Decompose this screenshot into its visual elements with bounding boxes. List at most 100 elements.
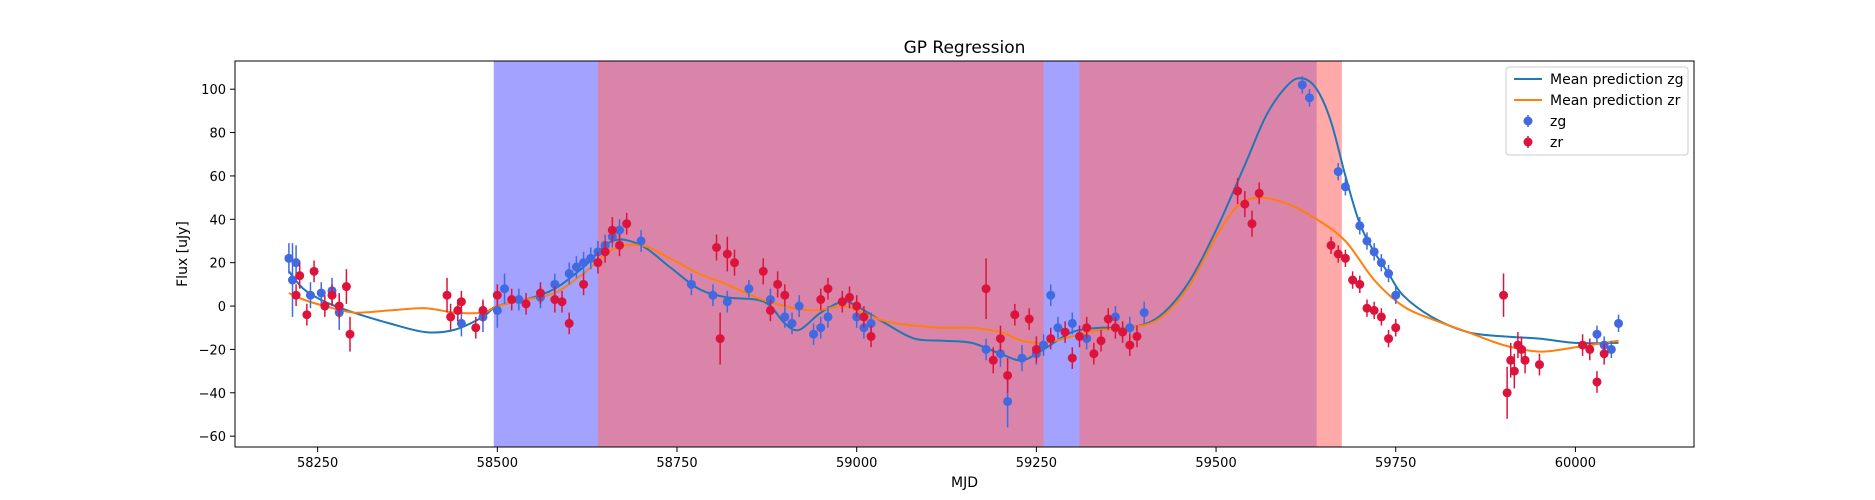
x-tick-label: 59500 xyxy=(1195,456,1236,471)
point-zr xyxy=(456,290,466,313)
point-zr xyxy=(334,293,344,320)
x-tick-label: 59250 xyxy=(1016,456,1057,471)
shaded-region-zr xyxy=(597,61,1044,447)
y-tick-label: 80 xyxy=(209,127,226,142)
point-zr xyxy=(730,249,740,276)
point-zr xyxy=(1118,321,1128,343)
point-zr xyxy=(1096,329,1106,352)
point-zr xyxy=(607,217,617,244)
point-zg xyxy=(1376,254,1386,272)
point-zr xyxy=(1247,210,1257,237)
point-zr xyxy=(1031,336,1041,363)
x-tick-label: 58250 xyxy=(297,456,338,471)
point-zr xyxy=(1340,249,1350,268)
point-zr xyxy=(995,325,1005,352)
legend-item: Mean prediction zg xyxy=(1514,72,1684,88)
point-zr xyxy=(442,277,452,313)
point-zg xyxy=(316,282,326,304)
point-zr xyxy=(837,290,847,313)
point-zr xyxy=(1326,236,1336,254)
point-zg xyxy=(1369,243,1379,261)
legend-item: zg xyxy=(1523,114,1566,130)
point-zr xyxy=(816,288,826,311)
point-zg xyxy=(1614,314,1624,333)
point-zr xyxy=(1082,316,1092,339)
point-zg xyxy=(809,323,819,346)
point-zr xyxy=(1499,273,1509,317)
point-zr xyxy=(446,303,456,330)
point-zr xyxy=(1376,308,1386,326)
point-zr xyxy=(712,234,722,261)
point-zg xyxy=(1384,264,1394,283)
point-zr xyxy=(341,269,351,304)
point-zr xyxy=(302,303,312,326)
point-zg xyxy=(456,310,466,337)
shaded-regions xyxy=(493,61,1342,447)
plot-frame xyxy=(234,60,1695,448)
legend-item: zr xyxy=(1523,135,1563,151)
x-axis-label: MJD xyxy=(951,475,978,491)
point-zg xyxy=(287,243,297,317)
point-zg xyxy=(571,256,581,278)
point-zr xyxy=(1132,325,1142,348)
point-zr xyxy=(564,312,574,335)
point-zr xyxy=(345,316,355,352)
point-zr xyxy=(1125,334,1135,356)
point-zg xyxy=(686,273,696,296)
point-zr xyxy=(1355,275,1365,294)
legend: Mean prediction zg Mean prediction zr zg zr xyxy=(1505,66,1689,156)
y-axis-label: Flux [uJy] xyxy=(175,221,191,287)
point-zr xyxy=(988,347,998,374)
point-zr xyxy=(1502,366,1512,419)
point-zg xyxy=(1391,286,1401,304)
point-zg xyxy=(305,282,315,309)
y-tick-label: −40 xyxy=(199,387,226,402)
point-zr xyxy=(1578,334,1588,356)
point-zr xyxy=(758,258,768,285)
point-zr xyxy=(1592,371,1602,393)
svg-text:zr: zr xyxy=(1550,135,1563,151)
point-zr xyxy=(1010,303,1020,326)
point-zr xyxy=(845,286,855,309)
point-zr xyxy=(773,271,783,298)
point-zg xyxy=(1304,89,1314,107)
point-zr xyxy=(622,212,632,235)
point-zr xyxy=(1233,178,1243,205)
y-axis-ticks: −60 −40 −20 0 20 40 60 80 100 xyxy=(199,83,235,445)
point-zr xyxy=(1240,191,1250,218)
point-zr xyxy=(535,282,545,304)
point-zr xyxy=(1599,342,1609,365)
point-zg xyxy=(1592,325,1602,343)
point-zr xyxy=(507,288,517,311)
point-zr xyxy=(1067,347,1077,369)
y-tick-label: 100 xyxy=(201,83,226,98)
point-zr xyxy=(550,286,560,313)
point-zr xyxy=(1024,308,1034,330)
x-tick-label: 60000 xyxy=(1555,456,1596,471)
point-zg xyxy=(780,306,790,328)
legend-box xyxy=(1505,66,1689,156)
y-tick-label: −20 xyxy=(199,343,226,358)
point-zr xyxy=(471,316,481,339)
point-zr xyxy=(309,260,319,283)
point-zg xyxy=(1355,217,1365,235)
point-zr xyxy=(765,299,775,322)
point-zg xyxy=(787,312,797,335)
x-axis-ticks: 58250 58500 58750 59000 59250 59500 59750 60000 xyxy=(297,447,1596,471)
point-zr xyxy=(320,295,330,317)
point-zr xyxy=(1003,358,1013,393)
point-zg xyxy=(579,251,589,274)
point-zg xyxy=(1362,232,1372,250)
point-zr xyxy=(615,234,625,257)
shaded-region-zr xyxy=(1079,61,1342,447)
x-tick-label: 58750 xyxy=(656,456,697,471)
point-zg xyxy=(823,306,833,328)
point-zr xyxy=(1362,299,1372,317)
point-zr xyxy=(557,290,567,313)
point-zg xyxy=(1039,334,1049,356)
point-zr xyxy=(478,299,488,322)
x-tick-label: 58500 xyxy=(477,456,518,471)
point-zr xyxy=(295,262,305,289)
y-tick-label: 0 xyxy=(218,300,226,315)
svg-text:Mean prediction zg: Mean prediction zg xyxy=(1550,72,1684,88)
